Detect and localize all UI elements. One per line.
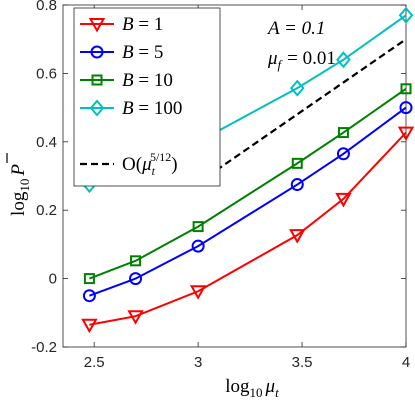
legend-marker — [90, 45, 104, 59]
series-3-point — [291, 157, 303, 169]
series-2-point — [290, 178, 304, 192]
legend-item-4: B = 100 — [80, 98, 182, 119]
legend-box — [73, 7, 221, 187]
legend-marker — [89, 99, 105, 117]
series-4-point — [289, 79, 305, 97]
series-2-point — [129, 272, 143, 286]
x-tick-label: 2.5 — [84, 354, 105, 371]
legend-item-2: B = 5 — [80, 42, 163, 63]
series-3-point — [83, 273, 95, 285]
axes-box — [62, 4, 407, 348]
x-tick-label: 3 — [194, 354, 202, 371]
series-1-point — [335, 192, 352, 208]
series-1-point — [189, 285, 207, 300]
y-tick-label: 0.2 — [36, 202, 57, 219]
legend-item-3: B = 10 — [80, 70, 173, 91]
series-2-point — [399, 101, 413, 115]
series-1-point — [289, 229, 306, 244]
annotation-a: A = 0.1 — [266, 18, 325, 39]
series-4-point — [398, 6, 414, 24]
series-line-1 — [89, 131, 407, 326]
reference-line — [197, 38, 407, 184]
y-axis-label-group: log10P — [6, 153, 32, 216]
x-axis-label: log10 μt — [225, 376, 279, 400]
series-line-2 — [89, 106, 407, 297]
legend-label: B = 5 — [122, 42, 163, 63]
series-3-point — [192, 221, 204, 233]
x-tick-label: 4 — [402, 354, 410, 371]
legend-label: B = 1 — [122, 14, 163, 35]
y-tick-label: -0.2 — [31, 339, 57, 356]
y-tick-label: 0.6 — [36, 65, 57, 82]
y-tick-label: 0.4 — [36, 134, 57, 151]
y-tick-label: 0 — [49, 271, 57, 288]
series-2-point — [336, 147, 350, 161]
series-line-3 — [89, 87, 407, 280]
series-2-point — [82, 289, 96, 303]
annotation-mu-f: μf = 0.01 — [267, 48, 336, 72]
y-axis-label: log10P — [8, 164, 32, 216]
legend-marker — [88, 18, 106, 33]
series-2-point — [191, 239, 205, 253]
series-4-point — [336, 51, 351, 69]
series-3-point — [337, 127, 349, 139]
x-tick-label: 3.5 — [292, 354, 313, 371]
legend-item-reference-line: O(μt5/12) — [80, 150, 178, 178]
series-1-point — [397, 126, 415, 142]
legend-label: B = 100 — [122, 98, 182, 119]
series-3-point — [130, 255, 142, 267]
legend-label: B = 10 — [122, 70, 173, 91]
series-3-point — [400, 83, 412, 95]
legend: B = 1 B = 5 B = 10 B = 100 O(μt5/12) — [73, 7, 221, 187]
series-1-point — [127, 310, 144, 325]
y-tick-label: 0.8 — [36, 0, 57, 14]
legend-item-1: B = 1 — [80, 14, 163, 35]
legend-reference-line-label: O(μt5/12) — [122, 150, 178, 178]
series-1-point — [81, 318, 98, 334]
legend-marker — [91, 74, 103, 86]
